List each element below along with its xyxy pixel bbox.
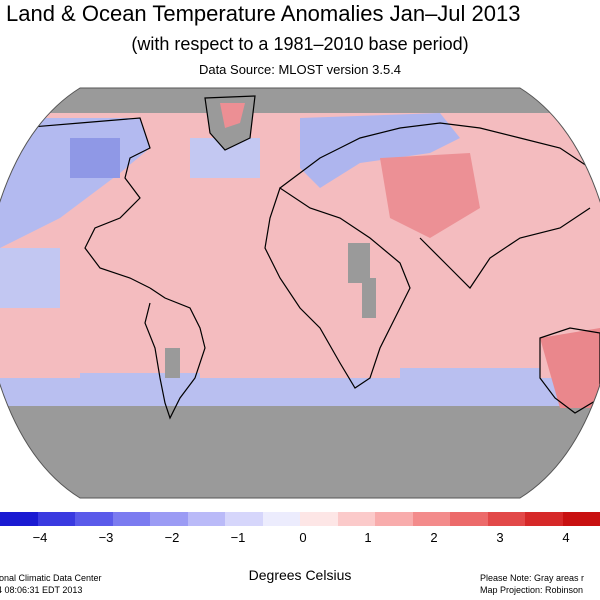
scale-color-swatch xyxy=(0,512,38,526)
footer-note: Please Note: Gray areas r Map Projection… xyxy=(480,572,584,596)
footer-note-line: Map Projection: Robinson xyxy=(480,585,584,595)
map-subtitle: (with respect to a 1981–2010 base period… xyxy=(131,34,469,54)
coastlines xyxy=(19,95,600,420)
footer-credit-line: ional Climatic Data Center xyxy=(0,573,102,583)
color-scale-bar xyxy=(0,512,600,526)
map-title: Land & Ocean Temperature Anomalies Jan–J… xyxy=(6,1,521,26)
scale-unit-label: Degrees Celsius xyxy=(248,567,352,583)
scale-color-swatch xyxy=(300,512,338,526)
scale-color-swatch xyxy=(412,512,450,526)
scale-color-swatch xyxy=(37,512,75,526)
eurasia-cool-region xyxy=(300,113,460,188)
scale-color-swatch xyxy=(75,512,113,526)
scale-tick-label: 0 xyxy=(299,530,307,545)
scale-color-swatch xyxy=(525,512,563,526)
africa-missing-region xyxy=(348,243,370,283)
scale-tick-label: 4 xyxy=(562,530,570,545)
scale-tick-label: 2 xyxy=(430,530,438,545)
scale-color-swatch xyxy=(187,512,225,526)
scale-tick-label: −2 xyxy=(164,530,180,545)
scale-color-swatch xyxy=(225,512,263,526)
scale-tick-label: 3 xyxy=(496,530,504,545)
scale-color-swatch xyxy=(562,512,600,526)
arctic-missing-region xyxy=(0,88,600,113)
data-source: Data Source: MLOST version 3.5.4 xyxy=(198,62,402,77)
footer-credit: ional Climatic Data Center 4 08:06:31 ED… xyxy=(0,572,102,596)
antarctic-missing-region xyxy=(0,403,600,498)
footer-credit-line: 4 08:06:31 EDT 2013 xyxy=(0,585,83,595)
map-outline xyxy=(0,87,600,499)
australia-warm-region xyxy=(540,328,600,408)
scale-color-swatch xyxy=(375,512,413,526)
world-temperature-map xyxy=(0,78,600,508)
scale-tick-label: −1 xyxy=(230,530,246,545)
scale-color-swatch xyxy=(112,512,150,526)
scale-color-swatch xyxy=(450,512,488,526)
scale-tick-label: −3 xyxy=(98,530,114,545)
scale-color-swatch xyxy=(150,512,188,526)
scale-color-swatch xyxy=(262,512,300,526)
scale-color-swatch xyxy=(487,512,525,526)
central-asia-warm-region xyxy=(380,153,480,238)
scale-color-swatch xyxy=(337,512,375,526)
scale-tick-label: 1 xyxy=(364,530,372,545)
scale-tick-label: −4 xyxy=(32,530,48,545)
footer-note-line: Please Note: Gray areas r xyxy=(480,573,585,583)
